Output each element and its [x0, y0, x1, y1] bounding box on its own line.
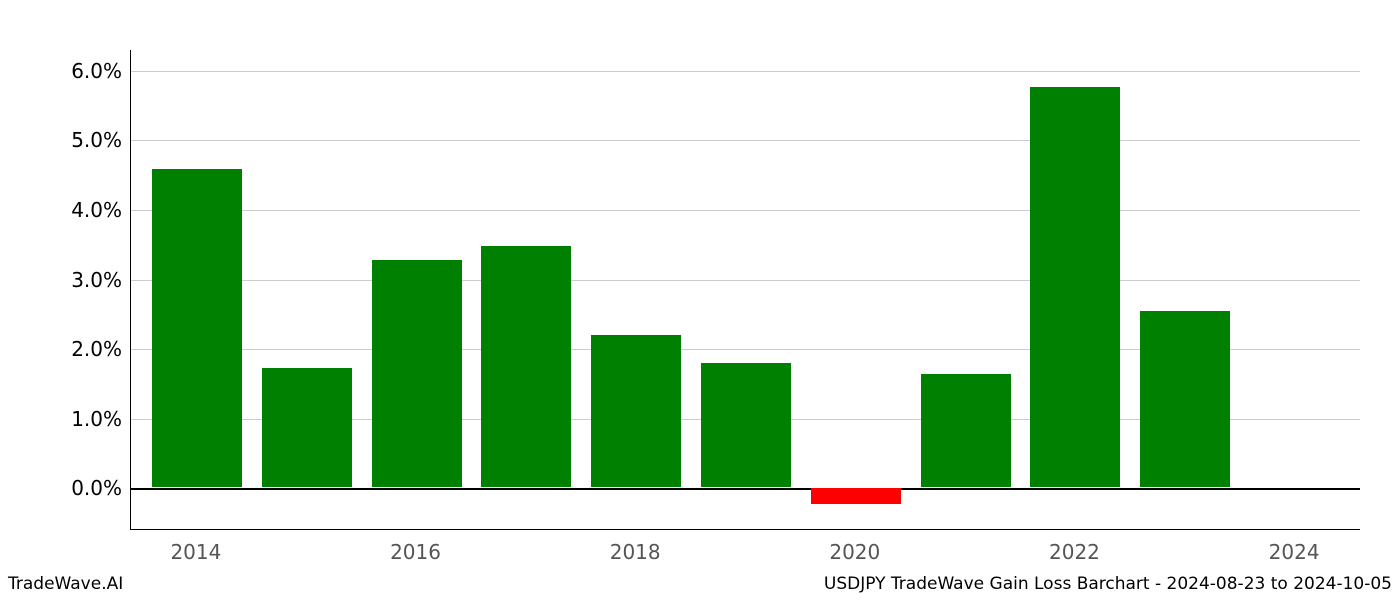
plot-area	[130, 50, 1360, 530]
grid-line	[131, 280, 1360, 281]
x-tick-label: 2018	[610, 540, 661, 564]
bar-2016	[372, 260, 462, 487]
footer-brand: TradeWave.AI	[8, 574, 123, 594]
y-tick-label: 6.0%	[71, 59, 122, 83]
bar-2014	[152, 169, 242, 487]
grid-line	[131, 210, 1360, 211]
bar-2021	[921, 374, 1011, 487]
zero-line	[131, 488, 1360, 490]
bar-2015	[262, 368, 352, 488]
gain-loss-barchart: 0.0% 1.0% 2.0% 3.0% 4.0% 5.0% 6.0% 2014 2016 201…	[0, 0, 1400, 600]
bar-2018	[591, 335, 681, 487]
bar-2020	[811, 488, 901, 503]
y-tick-label: 4.0%	[71, 198, 122, 222]
x-tick-label: 2014	[170, 540, 221, 564]
footer-caption: USDJPY TradeWave Gain Loss Barchart - 20…	[824, 574, 1392, 594]
grid-line	[131, 71, 1360, 72]
bar-2022	[1030, 87, 1120, 488]
x-tick-label: 2024	[1269, 540, 1320, 564]
bar-2017	[481, 246, 571, 487]
y-tick-label: 5.0%	[71, 128, 122, 152]
y-tick-label: 3.0%	[71, 268, 122, 292]
y-tick-label: 0.0%	[71, 476, 122, 500]
y-tick-label: 1.0%	[71, 407, 122, 431]
x-tick-label: 2016	[390, 540, 441, 564]
x-tick-label: 2022	[1049, 540, 1100, 564]
x-tick-label: 2020	[829, 540, 880, 564]
grid-line	[131, 140, 1360, 141]
bar-2023	[1140, 311, 1230, 487]
bar-2019	[701, 363, 791, 488]
y-tick-label: 2.0%	[71, 337, 122, 361]
